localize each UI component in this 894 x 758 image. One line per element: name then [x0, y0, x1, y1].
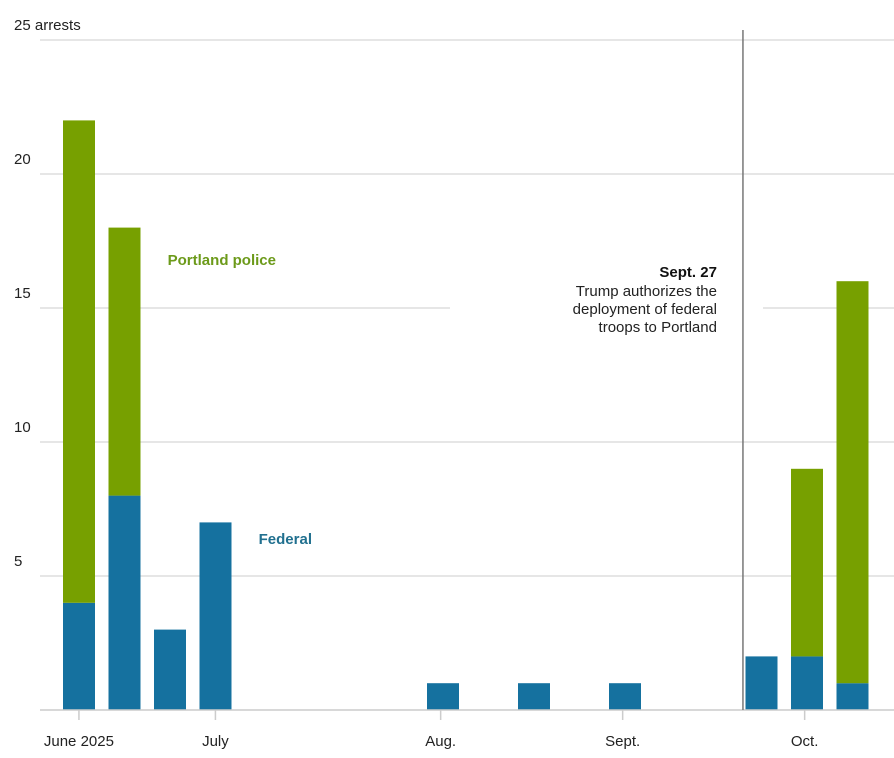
annotation-text-line: Trump authorizes the [576, 283, 717, 300]
x-tick-label: July [202, 733, 229, 750]
y-axis-labels: 5 10 15 20 25 arrests [14, 17, 81, 570]
annotation-text-line: troops to Portland [599, 319, 717, 336]
bar-portland-police [791, 468, 823, 657]
gridlines [40, 39, 894, 577]
bar-federal [791, 656, 823, 710]
series-label-portland-police: Portland police [168, 252, 276, 269]
bar-federal [63, 602, 95, 710]
x-tick-label: Sept. [605, 733, 640, 750]
bar-federal [108, 495, 141, 710]
annotation-title: Sept. 27 [659, 264, 717, 281]
y-tick-label: 5 [14, 553, 22, 570]
y-tick-label: 15 [14, 285, 31, 302]
y-tick-label: 10 [14, 419, 31, 436]
y-tick-label: 20 [14, 151, 31, 168]
series-label-federal: Federal [259, 531, 312, 548]
x-axis-labels: June 2025 July Aug. Sept. Oct. [44, 710, 819, 750]
bar-portland-police [108, 227, 141, 496]
series-labels: Portland police Federal [168, 252, 312, 548]
bar-federal [745, 656, 778, 710]
y-tick-label: 25 arrests [14, 17, 81, 34]
bar-federal [427, 683, 459, 710]
bars [63, 120, 869, 710]
bar-portland-police [836, 281, 869, 684]
bar-portland-police [63, 120, 95, 603]
x-tick-label: Aug. [425, 733, 456, 750]
bar-federal [836, 683, 869, 710]
bar-federal [609, 683, 641, 710]
bar-federal [199, 522, 232, 710]
annotation-text-line: deployment of federal [573, 301, 717, 318]
x-tick-label: June 2025 [44, 733, 114, 750]
bar-federal [154, 629, 186, 710]
bar-federal [518, 683, 550, 710]
x-tick-label: Oct. [791, 733, 819, 750]
